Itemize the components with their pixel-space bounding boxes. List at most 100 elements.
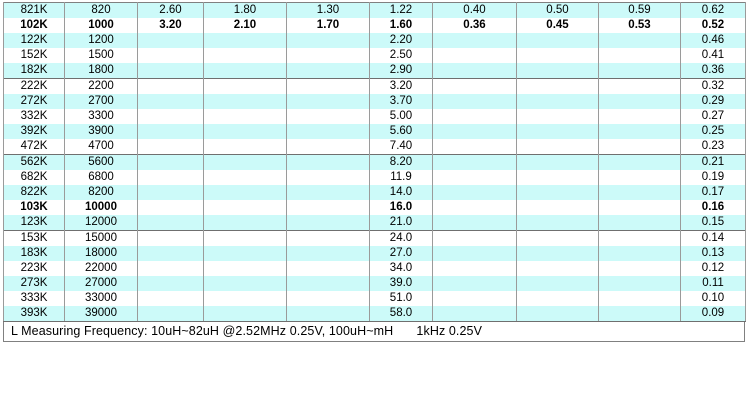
table-row[interactable]: 273K 27000 39.0 0.11 bbox=[3, 276, 746, 291]
cell-value-column-7 bbox=[432, 78, 517, 94]
cell-value-column-9 bbox=[598, 33, 681, 48]
cell-value-column-5 bbox=[286, 291, 370, 306]
cell-part-code-column: 333K bbox=[3, 291, 65, 306]
cell-inductance-column: 22000 bbox=[64, 261, 138, 276]
cell-value-column-4 bbox=[203, 200, 287, 215]
cell-value-column-7 bbox=[432, 124, 517, 139]
table-row[interactable]: 123K 12000 21.0 0.15 bbox=[3, 215, 746, 231]
cell-value-column-7 bbox=[432, 215, 517, 231]
table-row[interactable]: 122K 1200 2.20 0.46 bbox=[3, 33, 746, 48]
cell-value-column-8: 0.50 bbox=[516, 2, 599, 18]
cell-value-column-8 bbox=[516, 109, 599, 124]
cell-inductance-column: 12000 bbox=[64, 215, 138, 231]
cell-inductance-column: 8200 bbox=[64, 185, 138, 200]
cell-value-column-5 bbox=[286, 33, 370, 48]
cell-value-column-6: 2.90 bbox=[369, 63, 433, 79]
cell-value-column-7 bbox=[432, 94, 517, 109]
cell-part-code-column: 102K bbox=[3, 18, 65, 33]
cell-value-column-8 bbox=[516, 230, 599, 246]
measuring-frequency-secondary: 1kHz 0.25V bbox=[416, 324, 483, 338]
cell-value-column-3 bbox=[137, 200, 204, 215]
cell-value-column-5 bbox=[286, 48, 370, 63]
cell-value-column-6: 1.22 bbox=[369, 2, 433, 18]
table-row[interactable]: 152K 1500 2.50 0.41 bbox=[3, 48, 746, 63]
cell-value-column-10: 0.16 bbox=[680, 200, 746, 215]
table-row[interactable]: 392K 3900 5.60 0.25 bbox=[3, 124, 746, 139]
cell-value-column-4 bbox=[203, 63, 287, 79]
table-row[interactable]: 182K 1800 2.90 0.36 bbox=[3, 63, 746, 79]
cell-value-column-7 bbox=[432, 170, 517, 185]
cell-inductance-column: 5600 bbox=[64, 154, 138, 170]
table-row[interactable]: 272K 2700 3.70 0.29 bbox=[3, 94, 746, 109]
cell-value-column-5 bbox=[286, 170, 370, 185]
cell-value-column-9 bbox=[598, 306, 681, 322]
cell-value-column-3 bbox=[137, 78, 204, 94]
cell-part-code-column: 183K bbox=[3, 246, 65, 261]
cell-value-column-5: 1.30 bbox=[286, 2, 370, 18]
table-row[interactable]: 153K 15000 24.0 0.14 bbox=[3, 230, 746, 246]
table-row[interactable]: 682K 6800 11.9 0.19 bbox=[3, 170, 746, 185]
table-row[interactable]: 562K 5600 8.20 0.21 bbox=[3, 154, 746, 170]
cell-value-column-4 bbox=[203, 139, 287, 155]
table-row[interactable]: 393K 39000 58.0 0.09 bbox=[3, 306, 746, 322]
table-row[interactable]: 103K 10000 16.0 0.16 bbox=[3, 200, 746, 215]
table-row[interactable]: 223K 22000 34.0 0.12 bbox=[3, 261, 746, 276]
spec-table-body: 821K 820 2.60 1.80 1.30 1.22 0.40 0.50 0.59 0.62 1… bbox=[3, 2, 746, 322]
table-row[interactable]: 821K 820 2.60 1.80 1.30 1.22 0.40 0.50 0.59 0.62 bbox=[3, 2, 746, 18]
cell-part-code-column: 562K bbox=[3, 154, 65, 170]
cell-value-column-3 bbox=[137, 170, 204, 185]
table-row[interactable]: 472K 4700 7.40 0.23 bbox=[3, 139, 746, 155]
cell-value-column-4 bbox=[203, 185, 287, 200]
cell-value-column-9: 0.53 bbox=[598, 18, 681, 33]
cell-value-column-4 bbox=[203, 261, 287, 276]
cell-part-code-column: 472K bbox=[3, 139, 65, 155]
cell-value-column-8 bbox=[516, 63, 599, 79]
cell-value-column-6: 11.9 bbox=[369, 170, 433, 185]
cell-value-column-6: 7.40 bbox=[369, 139, 433, 155]
measuring-frequency-label: L Measuring Frequency: 10uH~82uH @2.52MH… bbox=[11, 324, 394, 338]
cell-value-column-8 bbox=[516, 261, 599, 276]
cell-value-column-7: 0.40 bbox=[432, 2, 517, 18]
cell-value-column-6: 16.0 bbox=[369, 200, 433, 215]
cell-value-column-8 bbox=[516, 276, 599, 291]
cell-value-column-9 bbox=[598, 291, 681, 306]
cell-value-column-6: 8.20 bbox=[369, 154, 433, 170]
table-row[interactable]: 822K 8200 14.0 0.17 bbox=[3, 185, 746, 200]
cell-value-column-5 bbox=[286, 200, 370, 215]
cell-value-column-3 bbox=[137, 215, 204, 231]
cell-value-column-7 bbox=[432, 306, 517, 322]
cell-inductance-column: 1000 bbox=[64, 18, 138, 33]
cell-value-column-8: 0.45 bbox=[516, 18, 599, 33]
table-row[interactable]: 102K 1000 3.20 2.10 1.70 1.60 0.36 0.45 0.53 0.52 bbox=[3, 18, 746, 33]
cell-value-column-9 bbox=[598, 200, 681, 215]
cell-value-column-4 bbox=[203, 109, 287, 124]
cell-value-column-4 bbox=[203, 246, 287, 261]
table-row[interactable]: 333K 33000 51.0 0.10 bbox=[3, 291, 746, 306]
cell-part-code-column: 223K bbox=[3, 261, 65, 276]
cell-value-column-6: 58.0 bbox=[369, 306, 433, 322]
cell-value-column-6: 39.0 bbox=[369, 276, 433, 291]
cell-value-column-6: 3.20 bbox=[369, 78, 433, 94]
cell-part-code-column: 222K bbox=[3, 78, 65, 94]
cell-value-column-7 bbox=[432, 200, 517, 215]
cell-value-column-5 bbox=[286, 276, 370, 291]
cell-value-column-5 bbox=[286, 124, 370, 139]
table-row[interactable]: 222K 2200 3.20 0.32 bbox=[3, 78, 746, 94]
cell-value-column-10: 0.19 bbox=[680, 170, 746, 185]
table-row[interactable]: 332K 3300 5.00 0.27 bbox=[3, 109, 746, 124]
cell-value-column-6: 51.0 bbox=[369, 291, 433, 306]
cell-value-column-10: 0.15 bbox=[680, 215, 746, 231]
table-row[interactable]: 183K 18000 27.0 0.13 bbox=[3, 246, 746, 261]
cell-part-code-column: 153K bbox=[3, 230, 65, 246]
cell-inductance-column: 820 bbox=[64, 2, 138, 18]
cell-value-column-3 bbox=[137, 33, 204, 48]
cell-value-column-3 bbox=[137, 109, 204, 124]
cell-value-column-10: 0.32 bbox=[680, 78, 746, 94]
cell-value-column-4 bbox=[203, 124, 287, 139]
cell-inductance-column: 1800 bbox=[64, 63, 138, 79]
cell-value-column-10: 0.52 bbox=[680, 18, 746, 33]
cell-value-column-9 bbox=[598, 230, 681, 246]
cell-value-column-8 bbox=[516, 33, 599, 48]
cell-value-column-7 bbox=[432, 63, 517, 79]
cell-value-column-4: 2.10 bbox=[203, 18, 287, 33]
